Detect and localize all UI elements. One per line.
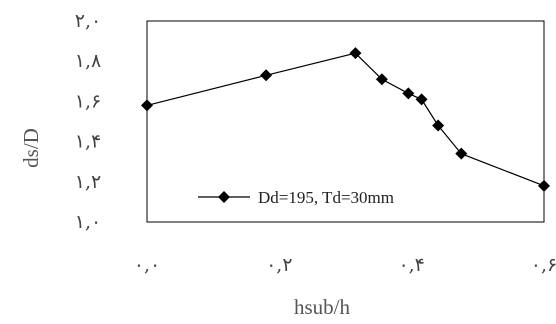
x-tick-label: ۰,۶ [531, 254, 556, 276]
y-tick-labels: ۱,۰ ۱,۲ ۱,۴ ۱,۶ ۱,۸ ۲,۰ [75, 10, 101, 233]
legend: Dd=195, Td=30mm [198, 188, 394, 207]
data-point-marker [402, 87, 415, 100]
y-tick-label: ۱,۸ [75, 50, 101, 72]
x-tick-labels: ۰,۰ ۰,۲ ۰,۴ ۰,۶ [134, 254, 556, 276]
data-point-marker [375, 73, 388, 86]
data-point-marker [432, 119, 445, 132]
y-axis-title: ds/D [19, 128, 43, 168]
y-tick-label: ۱,۶ [75, 90, 101, 112]
data-point-marker [349, 47, 362, 60]
data-point-marker [141, 99, 153, 112]
data-point-marker [538, 179, 550, 192]
x-tick-label: ۰,۴ [398, 254, 424, 276]
data-point-marker [260, 69, 273, 82]
data-point-marker [415, 93, 428, 106]
x-axis-title: hsub/h [294, 295, 351, 319]
y-tick-label: ۱,۲ [75, 171, 101, 193]
legend-diamond-marker [218, 191, 230, 203]
y-tick-label: ۱,۰ [75, 211, 101, 233]
series-layer [141, 47, 550, 192]
plot-frame [146, 20, 545, 223]
y-tick-label: ۲,۰ [75, 10, 101, 32]
x-tick-label: ۰,۰ [134, 254, 160, 276]
y-tick-label: ۱,۴ [75, 131, 101, 153]
legend-label: Dd=195, Td=30mm [258, 188, 394, 207]
series-line [146, 52, 545, 187]
data-point-marker [455, 147, 468, 160]
x-tick-label: ۰,۲ [266, 254, 292, 276]
